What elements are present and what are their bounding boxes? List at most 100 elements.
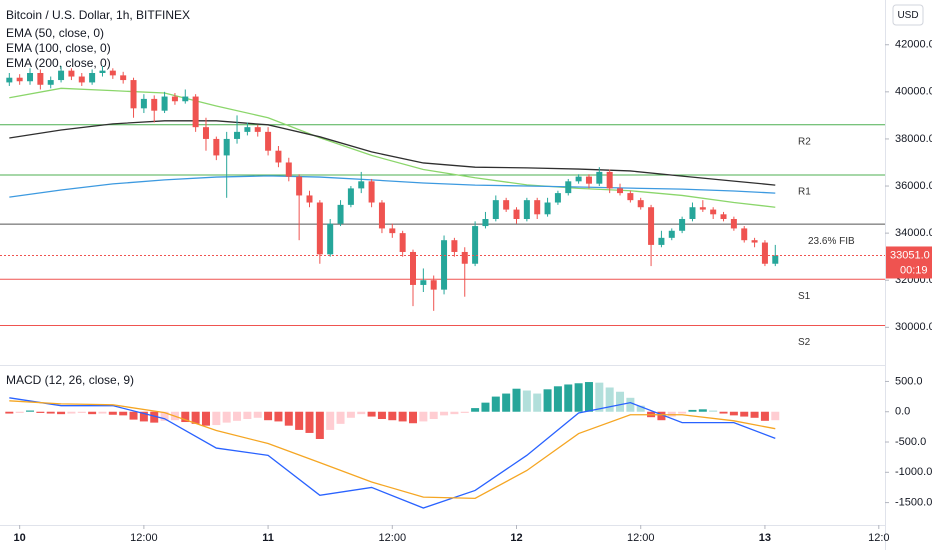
histogram-bar	[367, 411, 376, 417]
histogram-bar	[584, 382, 593, 412]
level-label: 23.6% FIB	[808, 236, 855, 247]
histogram-bar	[740, 411, 749, 417]
histogram-bar	[657, 411, 666, 421]
histogram-bar	[626, 397, 635, 412]
level-label: S1	[798, 291, 811, 302]
y-tick-label: 30000.0	[895, 321, 932, 333]
histogram-bar	[636, 405, 645, 412]
histogram-bar	[305, 411, 314, 433]
histogram-bar	[481, 402, 490, 412]
currency-button[interactable]	[892, 4, 924, 26]
candle-body	[140, 98, 147, 109]
candle-body	[699, 207, 706, 210]
candle-body	[358, 181, 365, 189]
histogram-bar	[160, 411, 169, 421]
histogram-bar	[377, 411, 386, 419]
level-label: R2	[798, 136, 811, 147]
x-tick-label: 12:00	[627, 532, 655, 544]
histogram-bar	[512, 388, 521, 412]
y-tick-label: -500.0	[895, 436, 926, 448]
histogram-bar	[295, 411, 304, 430]
candle-body	[472, 226, 479, 264]
countdown: 00:19	[900, 264, 928, 276]
candle-body	[347, 188, 354, 205]
candle-body	[399, 233, 406, 252]
histogram-bar	[771, 411, 780, 421]
histogram-bar	[191, 411, 200, 424]
histogram-bar	[429, 411, 438, 419]
x-tick-label: 13	[759, 532, 771, 544]
candle-body	[544, 202, 551, 215]
histogram-bar	[398, 411, 407, 422]
histogram-bar	[729, 411, 738, 416]
histogram-bar	[243, 411, 252, 419]
histogram-bar	[388, 411, 397, 421]
candle-body	[327, 223, 334, 255]
histogram-bar	[760, 411, 769, 421]
candle-body	[202, 127, 209, 139]
histogram-bar	[460, 411, 469, 413]
legend-entry: EMA (100, close, 0)	[6, 41, 111, 55]
candle-body	[482, 219, 489, 227]
candle-body	[378, 202, 385, 229]
candle-body	[306, 195, 313, 203]
histogram-bar	[264, 411, 273, 421]
histogram-bar	[129, 411, 138, 420]
currency[interactable]: USD	[897, 10, 918, 21]
histogram-bar	[616, 391, 625, 412]
candle-body	[296, 176, 303, 196]
histogram-bar	[222, 411, 231, 423]
y-tick-label: 36000.0	[895, 180, 932, 192]
y-tick-label: 500.0	[895, 375, 923, 387]
candle-body	[741, 228, 748, 241]
y-tick-label: -1500.0	[895, 496, 932, 508]
candle-body	[192, 96, 199, 128]
candle-body	[265, 131, 272, 151]
histogram-bar	[46, 411, 55, 414]
histogram-bar	[553, 386, 562, 412]
candle-body	[151, 98, 158, 111]
candle-body	[234, 131, 241, 139]
candle-body	[503, 200, 510, 210]
candle-body	[68, 70, 75, 77]
candle-body	[617, 188, 624, 194]
candle-body	[275, 150, 282, 163]
histogram-bar	[201, 411, 210, 426]
histogram-bar	[491, 396, 500, 412]
histogram-bar	[543, 389, 552, 412]
level-label: R1	[798, 187, 811, 198]
candle-body	[513, 209, 520, 219]
histogram-bar	[326, 411, 335, 430]
candle-body	[679, 219, 686, 231]
histogram-bar	[315, 411, 324, 439]
histogram-bar	[419, 411, 428, 422]
histogram-bar	[605, 387, 614, 412]
y-tick-label: 42000.0	[895, 39, 932, 51]
histogram-bar	[698, 409, 707, 412]
candle-body	[668, 230, 675, 238]
candle-body	[223, 138, 230, 156]
candle-body	[161, 96, 168, 111]
candle-body	[658, 237, 665, 245]
candle-body	[627, 193, 634, 201]
histogram-bar	[15, 411, 24, 413]
x-tick-label: 12:00	[379, 532, 407, 544]
histogram-bar	[719, 411, 728, 414]
candle-body	[689, 207, 696, 219]
histogram-bar	[709, 410, 718, 412]
candle-body	[441, 240, 448, 290]
x-tick-label: 12	[510, 532, 522, 544]
histogram-bar	[5, 411, 14, 414]
last-price-label: 33051.0	[890, 249, 930, 261]
candle-body	[37, 73, 44, 85]
histogram-bar	[108, 411, 117, 415]
indicator-title: MACD (12, 26, close, 9)	[6, 373, 134, 387]
y-tick-label: 34000.0	[895, 227, 932, 239]
histogram-bar	[150, 411, 159, 423]
candle-body	[565, 181, 572, 194]
candle-body	[27, 73, 34, 82]
legend-entry: EMA (200, close, 0)	[6, 56, 111, 70]
y-tick-label: -1000.0	[895, 466, 932, 478]
histogram-bar	[440, 411, 449, 416]
